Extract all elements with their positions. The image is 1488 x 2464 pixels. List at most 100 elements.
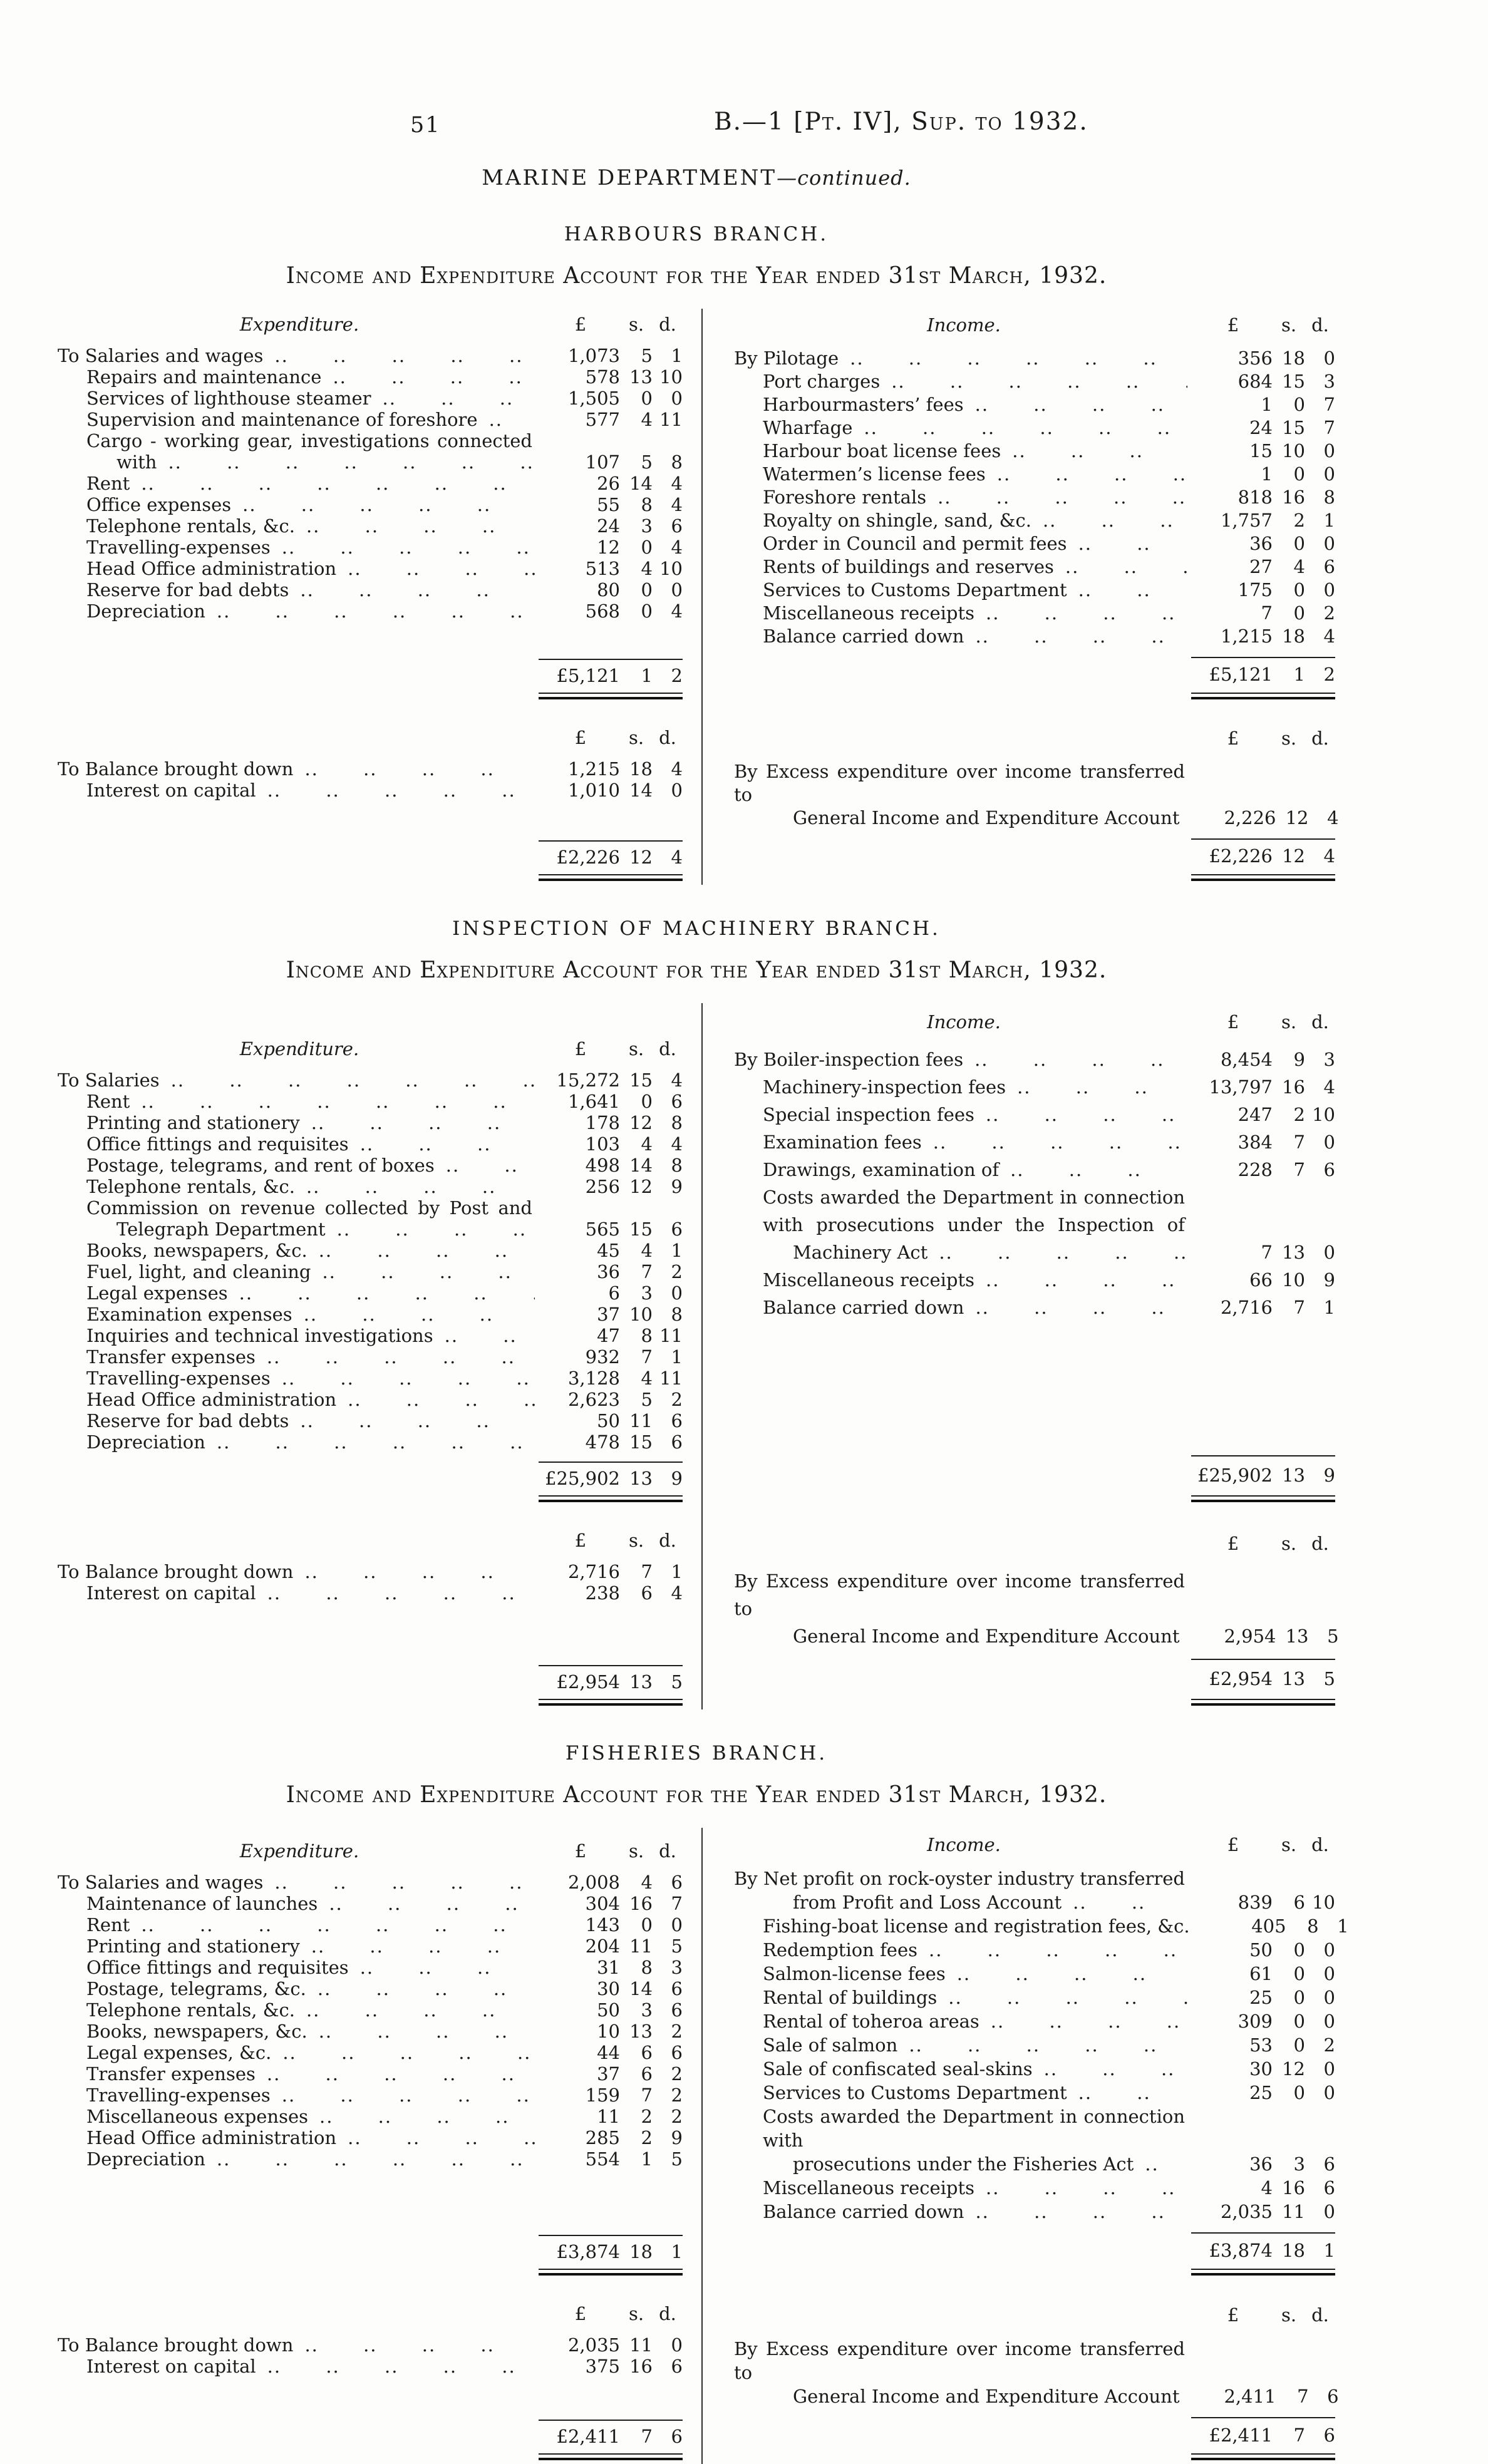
ledger-row: Travelling-expenses 12 04 — [58, 537, 683, 558]
ledger-row: Head Office administration 2,623 52 — [58, 1389, 683, 1410]
shilling-value: 7 — [641, 1346, 653, 1368]
ledger-row: Office expenses 55 84 — [58, 494, 683, 515]
ledger-row: Transfer expenses 932 71 — [58, 1346, 683, 1368]
fisheries-ledger: Expenditure. £ s. d. To Salaries and wages 2,… — [58, 1828, 1349, 2464]
total-row: £5,121 1 2 — [734, 663, 1335, 686]
money-column-headers: £ s. d. — [58, 2303, 683, 2324]
pence-value: 2 — [1323, 602, 1335, 624]
shilling-value: 12 — [1285, 807, 1309, 828]
dot-leader — [282, 1368, 535, 1389]
row-label: By Pilotage — [734, 348, 839, 369]
scanned-report-page: { "page": { "number": "51", "code": "B.—… — [0, 0, 1488, 2373]
row-label: Rental of toheroa areas — [763, 2011, 979, 2032]
shilling-value: 4 — [641, 1240, 653, 1261]
shilling-value: 7 — [641, 2085, 653, 2106]
machinery-part2-right-cell: £ s. d. By Excess expenditure over income t… — [703, 1506, 1339, 1709]
dot-leader — [267, 1346, 535, 1368]
ledger-row: Telegraph Department 565 15 6 — [58, 1219, 683, 1240]
ledger-row: Rental of toheroa areas 309 00 — [734, 2009, 1335, 2033]
total-rule — [539, 1461, 683, 1463]
pence-value: 6 — [671, 515, 683, 537]
ledger-row: By Excess expenditure over income transf… — [734, 2337, 1335, 2384]
pound-value: 44 — [597, 2042, 620, 2063]
total-row: £25,902 13 9 — [734, 1461, 1335, 1489]
row-label: Depreciation — [86, 2148, 205, 2170]
ledger-row: Transfer expenses 37 62 — [58, 2063, 683, 2085]
money-column-headers: Income. £ s. d. — [734, 314, 1335, 337]
shilling-value: 6 — [1293, 1892, 1305, 1913]
machinery-part1-left-cell: Expenditure.£s.d.To Salaries15,272154Ren… — [58, 1003, 703, 1506]
pence-value: 0 — [1323, 1242, 1335, 1263]
pence-value: 2 — [1323, 2034, 1335, 2056]
pence-value: 0 — [671, 1282, 683, 1304]
pound-value: 26 — [597, 473, 620, 494]
pence-value: 3 — [671, 1957, 683, 1978]
ledger-row: Rent 143 00 — [58, 1914, 683, 1936]
ledger-row: Maintenance of launches 304 16 7 — [58, 1893, 683, 1914]
row-label: To Balance brought down — [58, 758, 294, 780]
pound-header: £ — [1227, 2304, 1239, 2326]
shilling-header: s. — [1281, 1834, 1297, 1855]
pound-value: 1,215 — [1220, 626, 1273, 647]
ledger-row: Travelling-expenses 159 72 — [58, 2085, 683, 2106]
side-heading: Income. — [734, 314, 1194, 337]
machinery-part1-right-cell: Income. £ s. d. By Boiler-inspection fees 8,4… — [703, 1003, 1335, 1506]
pence-value: 6 — [1323, 556, 1335, 577]
ledger-row: Miscellaneous receipts 702 — [734, 602, 1335, 625]
pence-header: d. — [1311, 314, 1329, 336]
shilling-value: 16 — [1282, 2177, 1305, 2199]
shilling-value: 7 — [1297, 2386, 1309, 2407]
pence-value: 6 — [671, 1219, 683, 1240]
pence-value: 0 — [1323, 533, 1335, 554]
pound-value: 1,010 — [567, 780, 620, 801]
shilling-value: 13 — [629, 366, 653, 388]
dot-leader — [329, 1893, 535, 1914]
ledger-row: Interest on capital 238 64 — [58, 1582, 683, 1604]
fisheries-part2-right-cell: £ s. d. By Excess expenditure over income t… — [703, 2279, 1339, 2464]
total-block: £2,954 13 5 — [58, 1656, 683, 1709]
ledger-row: Machinery-inspection fees 13,797 16 4 — [734, 1073, 1335, 1101]
pound-value: 8,454 — [1220, 1049, 1273, 1070]
side-heading-text: Expenditure. — [239, 1038, 359, 1059]
row-label: General Income and Expenditure Account — [793, 2386, 1180, 2407]
pound-value: 228 — [1237, 1159, 1273, 1180]
shilling-value: 0 — [1293, 463, 1305, 485]
pound-value: £2,954 — [556, 1671, 620, 1693]
side-heading: Income. — [734, 1008, 1194, 1036]
pence-header: d. — [659, 1038, 676, 1059]
pence-value: 6 — [671, 1872, 683, 1893]
row-label: Sale of confiscated seal-skins — [763, 2058, 1033, 2080]
pound-value: £2,411 — [556, 2426, 620, 2447]
double-rule — [1191, 2269, 1335, 2276]
pence-value: 9 — [1323, 1465, 1335, 1486]
pence-value: 6 — [671, 2426, 683, 2447]
ledger-row: Harbourmasters’ fees 107 — [734, 393, 1335, 416]
shilling-header: s. — [628, 1840, 644, 1862]
shilling-value: 3 — [641, 1999, 653, 2021]
pound-value: 1,073 — [567, 345, 620, 366]
money-column-headers: £ s. d. — [58, 1530, 683, 1551]
dot-leader — [306, 1999, 535, 2021]
dot-leader — [383, 388, 535, 409]
ledger-row: General Income and Expenditure Account 2,… — [734, 2384, 1339, 2408]
row-label: Transfer expenses — [86, 2063, 256, 2085]
pence-value: 11 — [659, 409, 683, 430]
page-running-head: 51 B.—1 [Pt. IV], Sup. to 1932. — [0, 0, 1488, 149]
row-label: Special inspection fees — [763, 1104, 974, 1125]
fisheries-part1-right-cell: Income. £ s. d. By Net profit on rock-oyster… — [703, 1828, 1349, 2279]
dot-leader — [239, 1282, 535, 1304]
dot-leader — [304, 1561, 535, 1582]
pound-header: £ — [1227, 728, 1239, 749]
side-heading-text: Income. — [927, 314, 1001, 336]
row-label: Rent — [86, 1914, 130, 1936]
total-block: £3,874 18 1 — [734, 2224, 1335, 2279]
pence-value: 1 — [1323, 510, 1335, 531]
ledger-row: Books, newspapers, &c. 45 41 — [58, 1240, 683, 1261]
pence-value: 8 — [1323, 487, 1335, 508]
double-rule — [539, 1699, 683, 1706]
ledger-row: Examination fees 384 70 — [734, 1128, 1335, 1156]
total-rule — [539, 2420, 683, 2421]
shilling-value: 4 — [641, 1133, 653, 1155]
pound-header: £ — [1227, 1011, 1239, 1033]
pound-value: 565 — [585, 1219, 620, 1240]
